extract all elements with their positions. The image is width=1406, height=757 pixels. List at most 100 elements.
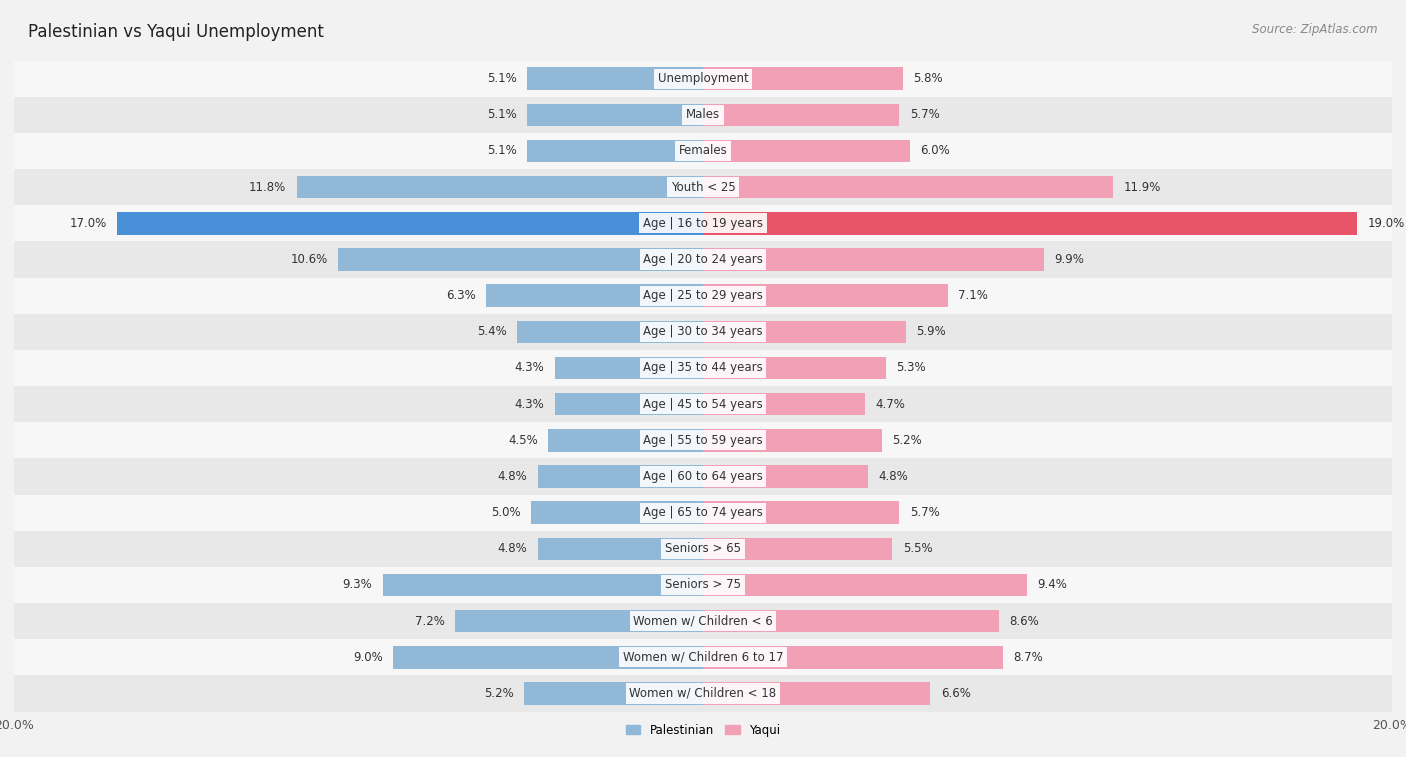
Bar bbox=[14, 386, 1392, 422]
Bar bbox=[14, 459, 1392, 494]
Text: Youth < 25: Youth < 25 bbox=[671, 181, 735, 194]
Text: 4.8%: 4.8% bbox=[498, 470, 527, 483]
Bar bbox=[14, 531, 1392, 567]
Text: Age | 25 to 29 years: Age | 25 to 29 years bbox=[643, 289, 763, 302]
Text: 9.3%: 9.3% bbox=[343, 578, 373, 591]
Bar bbox=[703, 140, 910, 162]
Bar bbox=[297, 176, 703, 198]
Text: Women w/ Children < 6: Women w/ Children < 6 bbox=[633, 615, 773, 628]
Bar bbox=[703, 501, 900, 524]
Bar bbox=[14, 350, 1392, 386]
Bar bbox=[14, 675, 1392, 712]
Bar bbox=[703, 574, 1026, 597]
Bar bbox=[703, 466, 869, 488]
Bar bbox=[703, 393, 865, 416]
Text: Seniors > 65: Seniors > 65 bbox=[665, 542, 741, 556]
Text: 17.0%: 17.0% bbox=[70, 217, 107, 230]
Bar bbox=[14, 241, 1392, 278]
Text: 8.7%: 8.7% bbox=[1012, 651, 1043, 664]
Bar bbox=[548, 429, 703, 451]
Bar bbox=[382, 574, 703, 597]
Bar bbox=[14, 313, 1392, 350]
Text: 5.1%: 5.1% bbox=[488, 108, 517, 121]
Bar bbox=[517, 321, 703, 343]
Text: 6.6%: 6.6% bbox=[941, 687, 970, 700]
Bar bbox=[14, 494, 1392, 531]
Bar bbox=[14, 169, 1392, 205]
Bar bbox=[703, 321, 907, 343]
Text: 19.0%: 19.0% bbox=[1368, 217, 1405, 230]
Bar bbox=[337, 248, 703, 271]
Text: 11.9%: 11.9% bbox=[1123, 181, 1160, 194]
Text: Unemployment: Unemployment bbox=[658, 72, 748, 85]
Text: 5.0%: 5.0% bbox=[491, 506, 520, 519]
Bar bbox=[14, 603, 1392, 639]
Text: 5.8%: 5.8% bbox=[912, 72, 943, 85]
Bar bbox=[703, 67, 903, 90]
Bar bbox=[14, 422, 1392, 459]
Text: 5.2%: 5.2% bbox=[484, 687, 513, 700]
Text: 5.9%: 5.9% bbox=[917, 326, 946, 338]
Text: 5.2%: 5.2% bbox=[893, 434, 922, 447]
Bar bbox=[703, 357, 886, 379]
Text: Age | 55 to 59 years: Age | 55 to 59 years bbox=[643, 434, 763, 447]
Text: 8.6%: 8.6% bbox=[1010, 615, 1039, 628]
Text: 7.2%: 7.2% bbox=[415, 615, 444, 628]
Text: 10.6%: 10.6% bbox=[290, 253, 328, 266]
Text: Palestinian vs Yaqui Unemployment: Palestinian vs Yaqui Unemployment bbox=[28, 23, 323, 41]
Text: 6.0%: 6.0% bbox=[920, 145, 950, 157]
Bar bbox=[703, 429, 882, 451]
Bar bbox=[117, 212, 703, 235]
Text: Women w/ Children < 18: Women w/ Children < 18 bbox=[630, 687, 776, 700]
Bar bbox=[703, 646, 1002, 668]
Bar bbox=[527, 67, 703, 90]
Bar bbox=[555, 357, 703, 379]
Text: 5.3%: 5.3% bbox=[896, 362, 925, 375]
Text: 4.3%: 4.3% bbox=[515, 397, 544, 410]
Text: Age | 20 to 24 years: Age | 20 to 24 years bbox=[643, 253, 763, 266]
Bar bbox=[531, 501, 703, 524]
Text: Seniors > 75: Seniors > 75 bbox=[665, 578, 741, 591]
Text: 4.8%: 4.8% bbox=[879, 470, 908, 483]
Text: 9.4%: 9.4% bbox=[1038, 578, 1067, 591]
Bar bbox=[527, 140, 703, 162]
Text: 5.7%: 5.7% bbox=[910, 506, 939, 519]
Bar bbox=[456, 610, 703, 632]
Bar bbox=[703, 610, 1000, 632]
Bar bbox=[14, 97, 1392, 133]
Bar bbox=[555, 393, 703, 416]
Text: Age | 65 to 74 years: Age | 65 to 74 years bbox=[643, 506, 763, 519]
Bar bbox=[524, 682, 703, 705]
Legend: Palestinian, Yaqui: Palestinian, Yaqui bbox=[621, 719, 785, 742]
Text: 5.1%: 5.1% bbox=[488, 72, 517, 85]
Text: 5.7%: 5.7% bbox=[910, 108, 939, 121]
Text: 9.0%: 9.0% bbox=[353, 651, 382, 664]
Bar bbox=[14, 278, 1392, 313]
Text: Males: Males bbox=[686, 108, 720, 121]
Bar bbox=[14, 567, 1392, 603]
Text: Source: ZipAtlas.com: Source: ZipAtlas.com bbox=[1253, 23, 1378, 36]
Bar bbox=[14, 133, 1392, 169]
Text: 9.9%: 9.9% bbox=[1054, 253, 1084, 266]
Bar bbox=[703, 537, 893, 560]
Bar bbox=[703, 212, 1358, 235]
Bar bbox=[537, 537, 703, 560]
Bar bbox=[703, 104, 900, 126]
Bar bbox=[14, 205, 1392, 241]
Text: 5.5%: 5.5% bbox=[903, 542, 932, 556]
Text: 4.5%: 4.5% bbox=[508, 434, 537, 447]
Text: Women w/ Children 6 to 17: Women w/ Children 6 to 17 bbox=[623, 651, 783, 664]
Bar bbox=[703, 682, 931, 705]
Text: Age | 45 to 54 years: Age | 45 to 54 years bbox=[643, 397, 763, 410]
Bar bbox=[703, 248, 1045, 271]
Text: 4.7%: 4.7% bbox=[875, 397, 905, 410]
Bar bbox=[392, 646, 703, 668]
Bar bbox=[14, 61, 1392, 97]
Bar bbox=[537, 466, 703, 488]
Text: 5.1%: 5.1% bbox=[488, 145, 517, 157]
Text: Age | 35 to 44 years: Age | 35 to 44 years bbox=[643, 362, 763, 375]
Text: 7.1%: 7.1% bbox=[957, 289, 988, 302]
Bar bbox=[527, 104, 703, 126]
Text: Age | 60 to 64 years: Age | 60 to 64 years bbox=[643, 470, 763, 483]
Text: Females: Females bbox=[679, 145, 727, 157]
